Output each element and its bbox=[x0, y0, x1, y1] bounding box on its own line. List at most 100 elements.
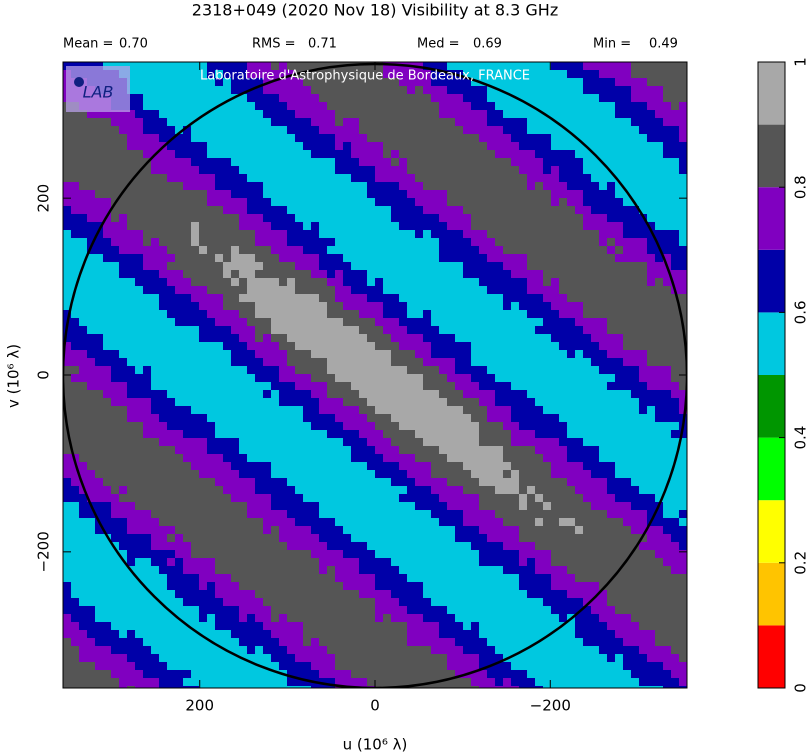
visibility-cell bbox=[343, 198, 352, 207]
visibility-cell bbox=[447, 486, 456, 495]
visibility-cell bbox=[455, 494, 464, 503]
visibility-cell bbox=[135, 222, 144, 231]
visibility-cell bbox=[191, 550, 200, 559]
visibility-cell bbox=[63, 366, 72, 375]
visibility-cell bbox=[239, 526, 248, 535]
visibility-cell bbox=[183, 470, 192, 479]
visibility-cell bbox=[319, 78, 328, 87]
visibility-cell bbox=[207, 166, 216, 175]
visibility-cell bbox=[215, 214, 224, 223]
visibility-cell bbox=[487, 414, 496, 423]
visibility-cell bbox=[399, 78, 408, 87]
visibility-cell bbox=[391, 494, 400, 503]
visibility-cell bbox=[295, 246, 304, 255]
visibility-cell bbox=[111, 390, 120, 399]
visibility-cell bbox=[127, 174, 136, 183]
visibility-cell bbox=[239, 342, 248, 351]
visibility-cell bbox=[527, 302, 536, 311]
visibility-cell bbox=[535, 670, 544, 679]
visibility-cell bbox=[199, 654, 208, 663]
visibility-cell bbox=[311, 622, 320, 631]
visibility-cell bbox=[263, 254, 272, 263]
visibility-cell bbox=[351, 462, 360, 471]
visibility-cell bbox=[103, 478, 112, 487]
visibility-cell bbox=[471, 334, 480, 343]
visibility-cell bbox=[335, 254, 344, 263]
visibility-cell bbox=[231, 326, 240, 335]
visibility-cell bbox=[79, 598, 88, 607]
visibility-cell bbox=[143, 542, 152, 551]
visibility-cell bbox=[431, 134, 440, 143]
visibility-cell bbox=[127, 286, 136, 295]
visibility-cell bbox=[407, 286, 416, 295]
visibility-cell bbox=[471, 230, 480, 239]
visibility-cell bbox=[191, 206, 200, 215]
visibility-cell bbox=[119, 534, 128, 543]
visibility-cell bbox=[359, 398, 368, 407]
visibility-cell bbox=[111, 478, 120, 487]
visibility-cell bbox=[535, 62, 544, 71]
visibility-cell bbox=[471, 78, 480, 87]
visibility-cell bbox=[263, 86, 272, 95]
visibility-cell bbox=[551, 390, 560, 399]
visibility-cell bbox=[215, 70, 224, 79]
visibility-cell bbox=[103, 590, 112, 599]
visibility-cell bbox=[439, 614, 448, 623]
visibility-cell bbox=[559, 502, 568, 511]
visibility-cell bbox=[535, 558, 544, 567]
visibility-cell bbox=[191, 582, 200, 591]
visibility-cell bbox=[447, 286, 456, 295]
visibility-cell bbox=[127, 382, 136, 391]
visibility-cell bbox=[391, 134, 400, 143]
visibility-cell bbox=[367, 558, 376, 567]
visibility-cell bbox=[359, 318, 368, 327]
visibility-cell bbox=[151, 110, 160, 119]
visibility-cell bbox=[263, 62, 272, 71]
visibility-cell bbox=[471, 598, 480, 607]
visibility-cell bbox=[551, 342, 560, 351]
visibility-cell bbox=[295, 510, 304, 519]
visibility-cell bbox=[175, 310, 184, 319]
visibility-cell bbox=[343, 502, 352, 511]
visibility-cell bbox=[159, 502, 168, 511]
visibility-cell bbox=[151, 214, 160, 223]
visibility-cell bbox=[239, 302, 248, 311]
visibility-cell bbox=[167, 630, 176, 639]
visibility-cell bbox=[103, 518, 112, 527]
visibility-cell bbox=[119, 526, 128, 535]
visibility-cell bbox=[447, 62, 456, 71]
visibility-cell bbox=[519, 254, 528, 263]
visibility-cell bbox=[207, 326, 216, 335]
visibility-cell bbox=[271, 470, 280, 479]
visibility-cell bbox=[223, 430, 232, 439]
visibility-cell bbox=[103, 214, 112, 223]
visibility-cell bbox=[327, 414, 336, 423]
visibility-cell bbox=[375, 414, 384, 423]
visibility-cell bbox=[199, 278, 208, 287]
visibility-cell bbox=[207, 158, 216, 167]
visibility-cell bbox=[167, 318, 176, 327]
visibility-cell bbox=[175, 294, 184, 303]
visibility-cell bbox=[87, 182, 96, 191]
visibility-cell bbox=[167, 686, 176, 688]
visibility-cell bbox=[95, 590, 104, 599]
visibility-cell bbox=[383, 182, 392, 191]
visibility-cell bbox=[471, 310, 480, 319]
visibility-cell bbox=[271, 62, 280, 71]
visibility-cell bbox=[207, 542, 216, 551]
visibility-cell bbox=[255, 550, 264, 559]
visibility-cell bbox=[367, 422, 376, 431]
visibility-cell bbox=[479, 382, 488, 391]
visibility-cell bbox=[431, 198, 440, 207]
visibility-cell bbox=[487, 510, 496, 519]
visibility-cell bbox=[127, 134, 136, 143]
visibility-cell bbox=[319, 326, 328, 335]
visibility-cell bbox=[383, 614, 392, 623]
visibility-cell bbox=[119, 654, 128, 663]
visibility-cell bbox=[527, 374, 536, 383]
visibility-cell bbox=[231, 430, 240, 439]
visibility-cell bbox=[503, 582, 512, 591]
visibility-cell bbox=[543, 598, 552, 607]
visibility-cell bbox=[247, 254, 256, 263]
visibility-cell bbox=[359, 158, 368, 167]
